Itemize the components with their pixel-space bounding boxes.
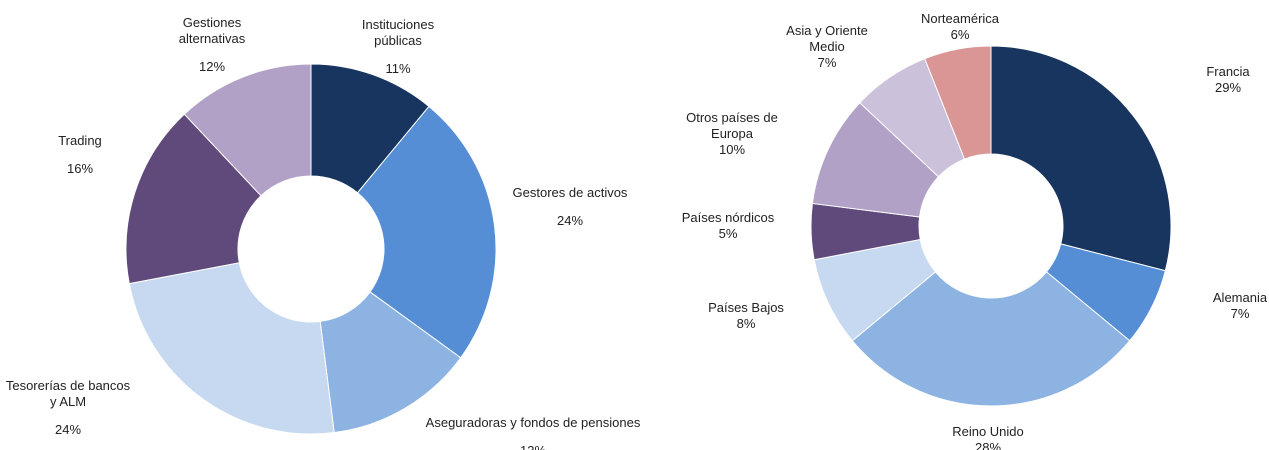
category-name: Tesorerías de bancos y ALM [5,378,131,409]
percent-label: 28% [974,440,1002,450]
category-name: Trading [58,133,102,148]
category-name: Aseguradoras y fondos de pensiones [425,415,641,430]
slice-label: Países nórdicos 5% [668,210,788,242]
category-name: Gestores de activos [512,185,628,200]
donut-slice [924,45,992,160]
slice-label: Gestiones alternativas 12% [170,15,255,75]
percent-label: 5% [718,226,738,241]
percent-label: 24% [556,213,584,228]
donut-slice [183,63,312,197]
percent-label: 24% [54,422,82,437]
percent-label: 13% [413,443,653,450]
percent-label: 11% [385,61,411,76]
category-name: Asia y Oriente Medio [786,23,868,54]
category-name: Reino Unido [952,424,1024,439]
slice-label: Francia 29% [1188,64,1268,96]
category-name: Norteamérica [920,11,1000,26]
category-name: Instituciones públicas [361,17,435,48]
slice-label: Países Bajos 8% [696,300,796,332]
percent-label: 16% [66,161,94,176]
percent-label: 10% [718,142,746,157]
slice-label: Alemania 7% [1200,290,1269,322]
slice-label: Aseguradoras y fondos de pensiones 13% [413,415,653,450]
slice-label: Tesorerías de bancos y ALM 24% [3,378,133,438]
donut-slice [128,262,335,435]
category-name: Alemania [1212,290,1268,305]
slice-label: Reino Unido 28% [928,424,1048,450]
category-name: Otros países de Europa [686,110,778,141]
percent-label: 6% [950,27,970,42]
slice-label: Instituciones públicas 11% [353,17,443,77]
donut-slice [319,291,462,434]
donut-slice [851,271,1131,407]
percent-label: 29% [1214,80,1242,95]
percent-label: 7% [817,55,837,70]
donut-slice [990,45,1172,272]
donut-slice [125,113,262,285]
slice-label: Gestores de activos 24% [500,185,640,229]
category-name: Gestiones alternativas [178,15,246,46]
slice-label: Otros países de Europa 10% [677,110,787,158]
percent-label: 8% [736,316,756,331]
slice-label: Asia y Oriente Medio 7% [780,23,875,71]
category-name: Países Bajos [708,300,784,315]
percent-label: 7% [1230,306,1250,321]
slice-label: Norteamérica 6% [910,11,1010,43]
donut-slice [356,105,497,359]
category-name: Francia [1206,64,1250,79]
slice-label: Trading 16% [40,133,120,177]
percent-label: 12% [198,59,226,74]
category-name: Países nórdicos [681,210,775,225]
